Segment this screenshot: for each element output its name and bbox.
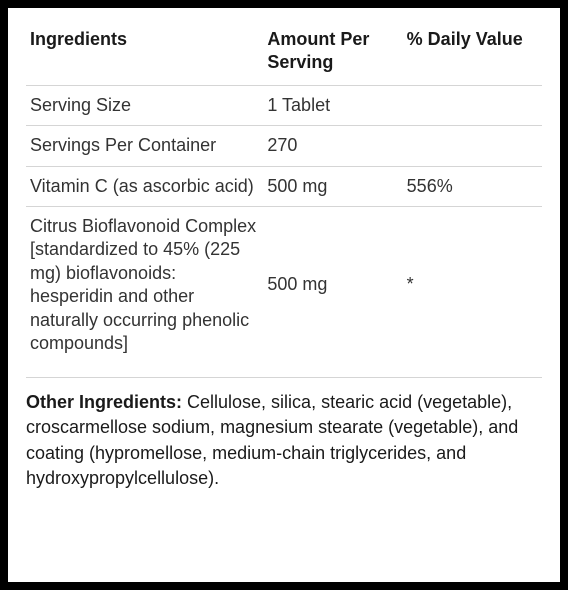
cell-ingredient: Vitamin C (as ascorbic acid) (26, 166, 263, 206)
cell-amount: 1 Tablet (263, 85, 402, 125)
table-row: Vitamin C (as ascorbic acid) 500 mg 556% (26, 166, 542, 206)
cell-amount: 500 mg (263, 206, 402, 363)
cell-ingredient: Citrus Bioflavonoid Complex [standardize… (26, 206, 263, 363)
col-header-ingredients: Ingredients (26, 22, 263, 85)
nutrition-panel: Ingredients Amount Per Serving % Daily V… (0, 0, 568, 590)
other-ingredients: Other Ingredients: Cellulose, silica, st… (26, 377, 542, 491)
table-header-row: Ingredients Amount Per Serving % Daily V… (26, 22, 542, 85)
col-header-amount: Amount Per Serving (263, 22, 402, 85)
cell-amount: 500 mg (263, 166, 402, 206)
cell-amount: 270 (263, 126, 402, 166)
col-header-daily-value: % Daily Value (403, 22, 542, 85)
cell-ingredient: Serving Size (26, 85, 263, 125)
cell-dv (403, 85, 542, 125)
cell-dv: 556% (403, 166, 542, 206)
cell-ingredient: Servings Per Container (26, 126, 263, 166)
other-ingredients-label: Other Ingredients: (26, 392, 187, 412)
table-row: Serving Size 1 Tablet (26, 85, 542, 125)
cell-dv: * (403, 206, 542, 363)
cell-dv (403, 126, 542, 166)
ingredients-table: Ingredients Amount Per Serving % Daily V… (26, 22, 542, 363)
table-row: Servings Per Container 270 (26, 126, 542, 166)
table-row: Citrus Bioflavonoid Complex [standardize… (26, 206, 542, 363)
